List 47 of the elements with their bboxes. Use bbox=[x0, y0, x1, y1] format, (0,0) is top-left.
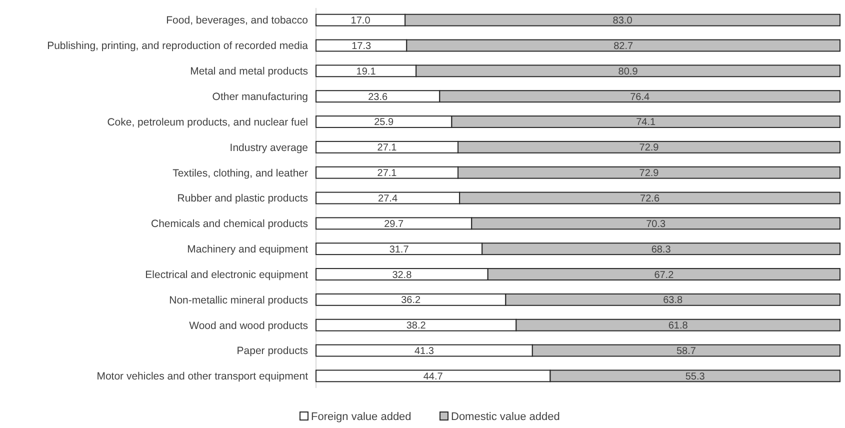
y-tick-label: Other manufacturing bbox=[212, 91, 308, 104]
data-label: 74.1 bbox=[636, 117, 656, 128]
data-label: 25.9 bbox=[374, 117, 394, 128]
data-label: 38.2 bbox=[406, 320, 426, 332]
legend-label: Domestic value added bbox=[451, 410, 560, 423]
y-tick-label: Machinery and equipment bbox=[187, 244, 308, 256]
data-label: 80.9 bbox=[618, 66, 638, 78]
y-tick-label: Wood and wood products bbox=[189, 320, 308, 332]
data-label: 76.4 bbox=[630, 92, 650, 103]
y-tick-label: Publishing, printing, and reproduction of recorded media bbox=[47, 40, 308, 52]
y-tick-label: Coke, petroleum products, and nuclear fuel bbox=[107, 116, 308, 128]
y-tick-label: Chemicals and chemical products bbox=[151, 218, 308, 230]
data-label: 27.1 bbox=[377, 168, 398, 180]
y-tick-label: Motor vehicles and other transport equipment bbox=[96, 370, 308, 383]
data-label: 23.6 bbox=[368, 92, 388, 103]
data-label: 29.7 bbox=[384, 218, 404, 230]
data-label: 27.4 bbox=[378, 194, 398, 204]
data-label: 83.0 bbox=[612, 16, 633, 27]
y-tick-label: Textiles, clothing, and leather bbox=[172, 167, 308, 180]
data-label: 17.0 bbox=[350, 16, 371, 27]
y-tick-label: Non-metallic mineral products bbox=[169, 294, 308, 306]
data-label: 72.9 bbox=[639, 168, 660, 180]
data-label: 32.8 bbox=[392, 270, 412, 281]
data-label: 41.3 bbox=[414, 346, 434, 358]
data-label: 72.6 bbox=[640, 194, 660, 204]
y-tick-label: Paper products bbox=[236, 345, 308, 358]
data-label: 72.9 bbox=[639, 142, 660, 154]
data-label: 68.3 bbox=[651, 244, 672, 256]
data-label: 58.7 bbox=[676, 346, 696, 358]
data-label: 61.8 bbox=[668, 320, 688, 332]
data-label: 63.8 bbox=[663, 295, 684, 306]
data-label: 27.1 bbox=[377, 142, 398, 154]
legend-label: Foreign value added bbox=[311, 410, 412, 423]
y-tick-label: Food, beverages, and tobacco bbox=[166, 14, 308, 27]
data-label: 36.2 bbox=[401, 295, 422, 306]
data-label: 44.7 bbox=[423, 371, 444, 382]
data-label: 31.7 bbox=[389, 244, 410, 256]
y-tick-label: Industry average bbox=[230, 142, 308, 154]
data-label: 82.7 bbox=[614, 40, 634, 52]
y-tick-label: Metal and metal products bbox=[190, 66, 308, 78]
data-label: 55.3 bbox=[685, 371, 706, 382]
data-label: 70.3 bbox=[646, 218, 666, 230]
data-label: 17.3 bbox=[352, 40, 372, 52]
data-label: 67.2 bbox=[654, 270, 674, 281]
y-tick-label: Electrical and electronic equipment bbox=[145, 268, 308, 281]
data-label: 19.1 bbox=[356, 66, 376, 78]
y-tick-label: Rubber and plastic products bbox=[177, 192, 308, 205]
